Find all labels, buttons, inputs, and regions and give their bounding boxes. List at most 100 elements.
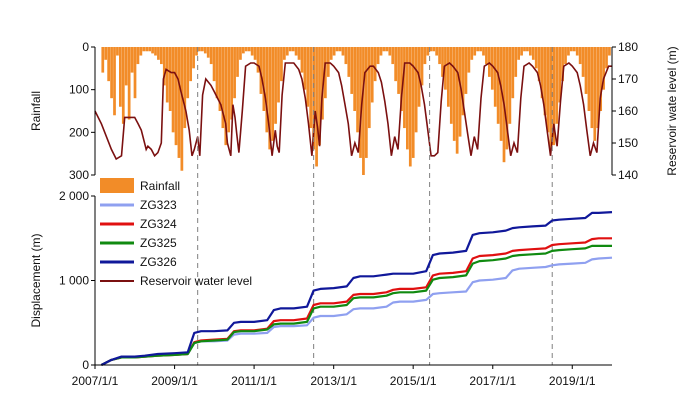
rainfall-bar <box>171 47 175 133</box>
rainfall-bar <box>215 47 219 99</box>
legend-label-rainfall: Rainfall <box>140 179 180 193</box>
rainfall-bar <box>312 47 316 150</box>
rainfall-bar <box>212 47 216 82</box>
rainfall-bar <box>162 47 166 86</box>
rainfall-bar <box>280 47 283 82</box>
top-left-tick-label: 300 <box>69 168 89 182</box>
rainfall-bar <box>324 47 327 99</box>
rainfall-bar <box>203 47 207 54</box>
rainfall-bar <box>438 47 441 65</box>
rainfall-bar <box>505 47 509 150</box>
rainfall-bar <box>154 47 157 56</box>
rainfall-bar <box>335 47 339 52</box>
legend-label-zg324: ZG324 <box>140 217 177 231</box>
rainfall-bar <box>602 47 605 90</box>
rainfall-bar <box>435 47 439 56</box>
rainfall-bar <box>458 47 462 137</box>
rainfall-bar <box>221 47 225 129</box>
rainfall-bar <box>608 47 611 56</box>
rainfall-bar <box>136 47 140 65</box>
rainfall-bar <box>572 47 576 52</box>
rainfall-bar <box>353 47 357 111</box>
rainfall-bar <box>564 47 567 65</box>
rainfall-bar <box>567 47 570 56</box>
rainfall-bar <box>537 47 541 82</box>
rainfall-bar <box>121 47 125 124</box>
rainfall-bar <box>133 47 137 99</box>
rainfall-bar <box>321 47 324 120</box>
rainfall-bar <box>107 47 111 82</box>
top-right-tick-label: 160 <box>618 104 638 118</box>
rainfall-bar <box>230 47 234 120</box>
top-right-tick-label: 180 <box>618 40 638 54</box>
top-left-tick-label: 200 <box>69 125 89 139</box>
rainfall-bar <box>113 47 116 116</box>
rainfall-bar <box>341 47 345 56</box>
top-right-axis-title: Reservoir wate level (m) <box>665 46 679 175</box>
rainfall-bar <box>441 47 444 77</box>
rainfall-bar <box>347 47 351 77</box>
rainfall-bar <box>391 47 395 65</box>
rainfall-bar <box>449 47 453 124</box>
bottom-x-tick-label: 2013/1/1 <box>310 374 357 388</box>
rainfall-bar <box>294 47 298 56</box>
rainfall-bar <box>373 47 377 82</box>
rainfall-bar <box>455 47 459 154</box>
rainfall-bar <box>227 47 231 133</box>
rainfall-bar <box>239 47 242 60</box>
rainfall-bar <box>300 47 304 73</box>
rainfall-bar <box>277 47 280 103</box>
rainfall-bar <box>344 47 348 65</box>
rainfall-bar <box>447 47 450 107</box>
rainfall-bar <box>552 47 556 146</box>
rainfall-bar <box>476 47 480 52</box>
bottom-x-tick-label: 2015/1/1 <box>390 374 437 388</box>
bottom-y-tick-label: 2 000 <box>59 189 89 203</box>
rainfall-bar <box>209 47 213 65</box>
rainfall-bar <box>593 47 597 141</box>
rainfall-bar <box>526 47 529 52</box>
rainfall-bar <box>605 47 608 69</box>
rainfall-bar <box>529 47 532 56</box>
rainfall-bar <box>482 47 485 56</box>
rainfall-bar <box>473 47 477 56</box>
top-panel: 0 100 200 300 140 150 160 170 180 Rainfall Reservo… <box>29 40 679 182</box>
rainfall-bar <box>575 47 579 56</box>
rainfall-bar <box>508 47 512 124</box>
rainfall-bar <box>168 47 172 111</box>
rainfall-bar <box>590 47 594 129</box>
rainfall-bar <box>531 47 535 60</box>
rainfall-bar <box>332 47 336 56</box>
rainfall-bar <box>578 47 582 65</box>
rainfall-bar <box>350 47 354 94</box>
rainfall-bar <box>496 47 500 124</box>
rainfall-bar <box>414 47 418 133</box>
rainfall-bar <box>461 47 465 116</box>
series-line-zg324 <box>100 237 612 366</box>
rainfall-bar <box>511 47 515 99</box>
rainfall-bar <box>130 47 134 73</box>
rainfall-bar <box>356 47 359 133</box>
rainfall-bar <box>206 47 210 58</box>
rainfall-bar <box>549 47 553 150</box>
rainfall-bar <box>309 47 313 129</box>
rainfall-bar <box>359 47 362 158</box>
rainfall-bar <box>288 47 292 52</box>
bottom-x-tick-label: 2011/1/1 <box>231 374 277 388</box>
rainfall-bar <box>192 47 195 69</box>
rainfall-bar <box>283 47 286 60</box>
rainfall-bar <box>452 47 456 141</box>
rainfall-bar <box>370 47 374 103</box>
rainfall-bar <box>411 47 415 158</box>
rainfall-bar <box>183 47 187 129</box>
top-right-tick-label: 170 <box>618 72 638 86</box>
top-right-tick-label: 150 <box>618 136 638 150</box>
rainfall-bar <box>406 47 409 150</box>
rainfall-bar <box>362 47 365 175</box>
rainfall-bar <box>546 47 550 133</box>
rainfall-bar <box>543 47 547 116</box>
rainfall-bar <box>523 47 526 52</box>
rainfall-bar <box>467 47 471 73</box>
rainfall-bar <box>119 47 122 107</box>
